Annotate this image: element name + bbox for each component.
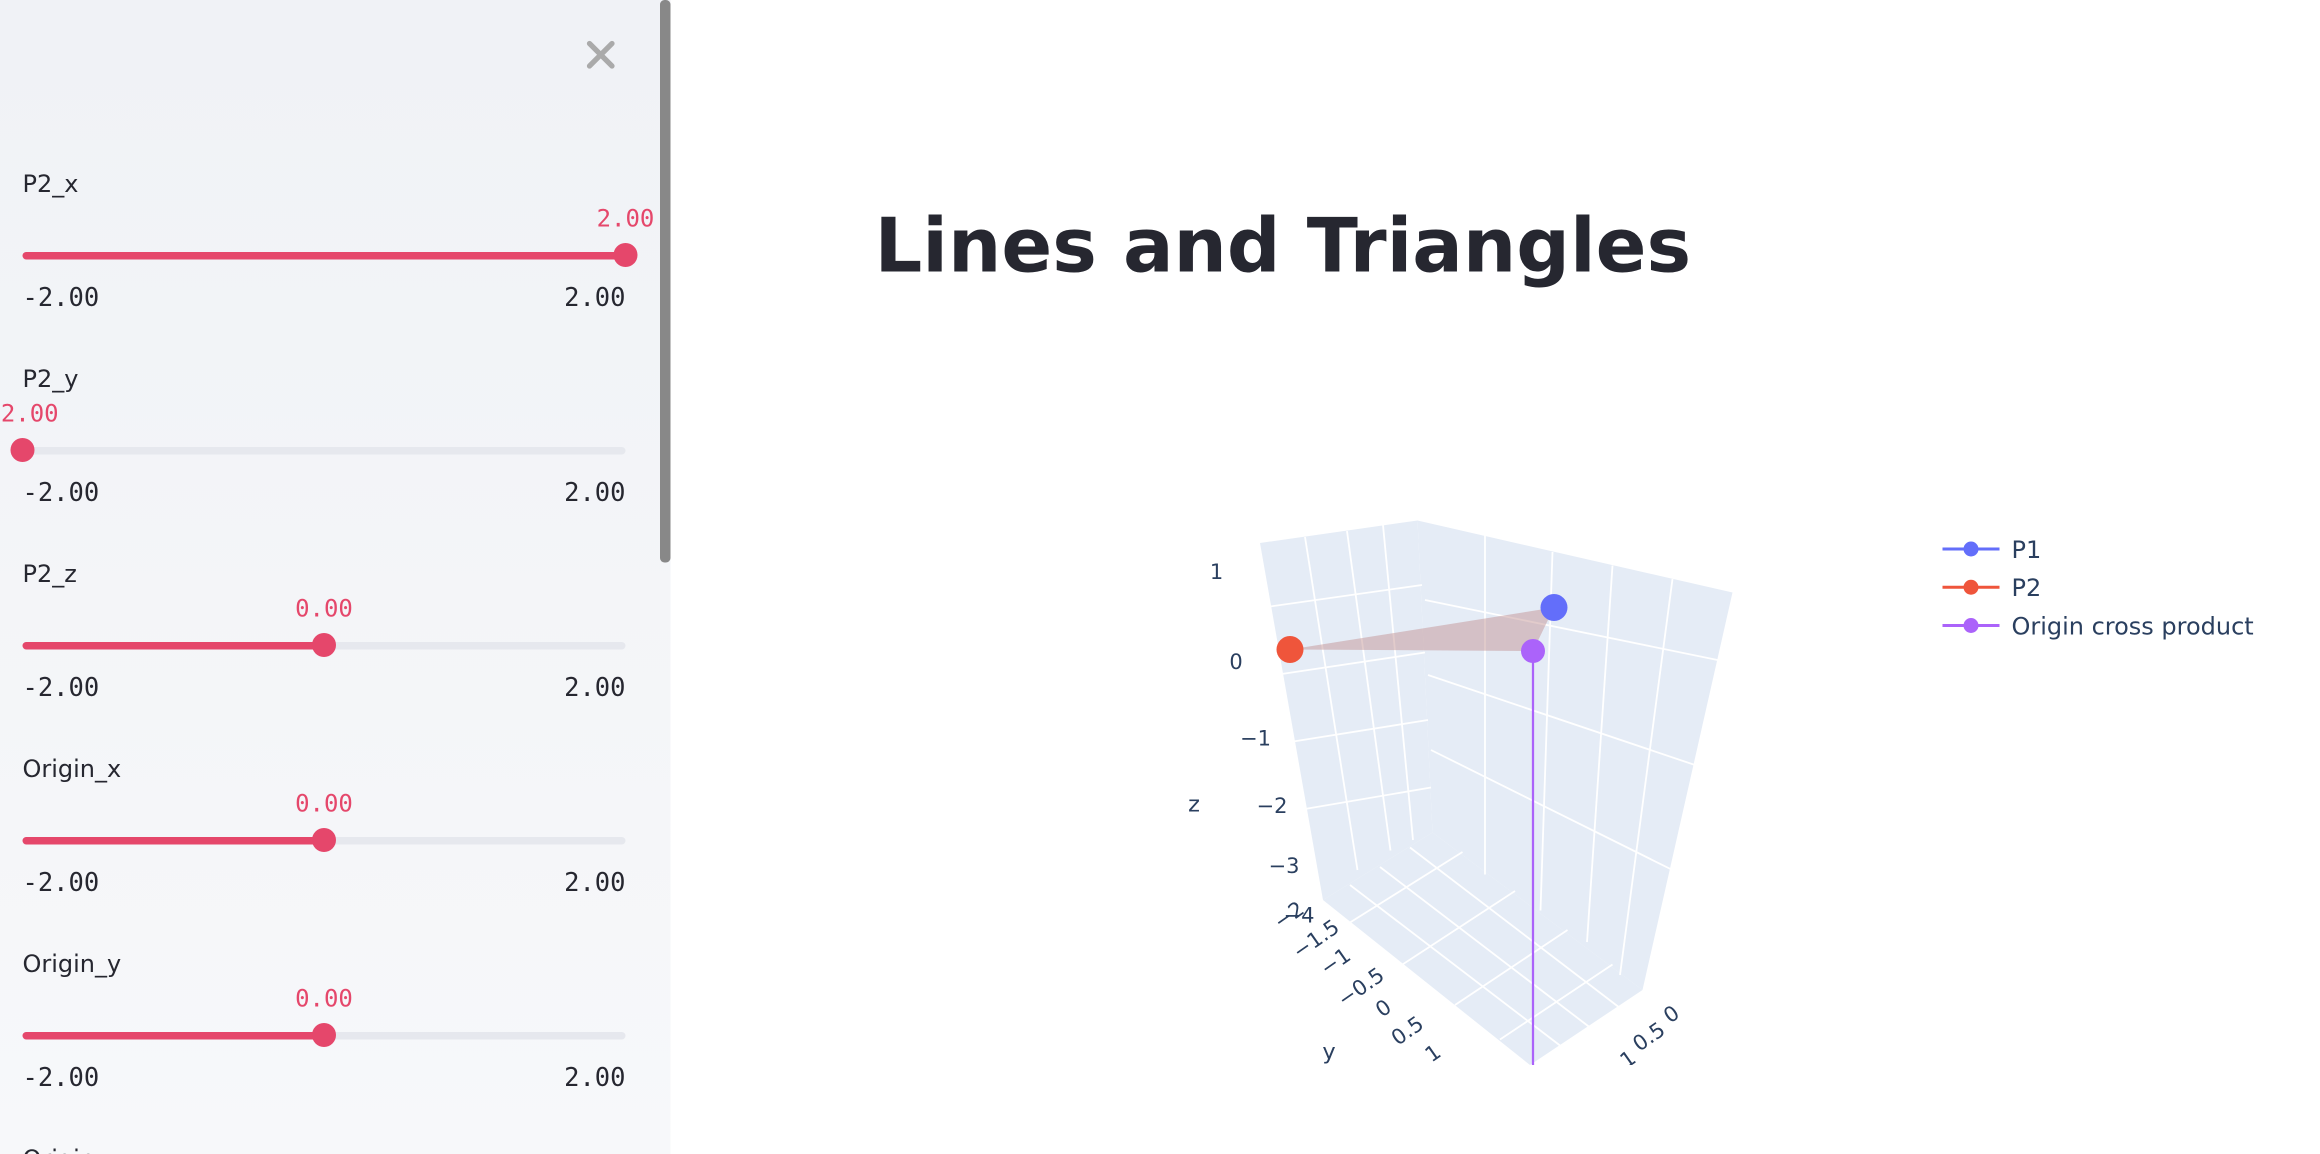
slider-thumb[interactable] xyxy=(311,828,336,853)
wall xyxy=(1259,520,1433,901)
scrollbar[interactable] xyxy=(659,0,671,563)
x-tick-label: 1 xyxy=(1616,1046,1641,1073)
slider-label: Origin_z xyxy=(22,1145,119,1154)
z-tick-label: −1 xyxy=(1240,727,1271,751)
legend-marker xyxy=(1963,618,1979,634)
slider-max: 2.00 xyxy=(564,283,625,313)
legend-item[interactable]: P1 xyxy=(1942,536,2041,564)
slider-fill xyxy=(22,642,324,650)
slider-label: Origin_x xyxy=(22,755,121,783)
wall xyxy=(1417,520,1733,991)
legend: P1 P2 Origin cross product xyxy=(1942,536,2254,641)
legend-label: P1 xyxy=(2011,536,2041,564)
slider-thumb[interactable] xyxy=(613,243,638,268)
z-tick-label: −3 xyxy=(1269,854,1300,878)
legend-label: Origin cross product xyxy=(2011,613,2253,641)
slider-fill xyxy=(22,252,626,260)
z-axis-title: z xyxy=(1188,792,1200,818)
sidebar xyxy=(0,0,671,1154)
point-origin[interactable] xyxy=(1520,639,1545,664)
triangle xyxy=(1289,607,1554,652)
slider-value: 2.00 xyxy=(597,205,655,233)
slider-min: -2.00 xyxy=(22,673,99,703)
z-tick-label: −4 xyxy=(1284,904,1315,928)
page-title: Lines and Triangles xyxy=(874,202,1691,290)
slider-value: 0.00 xyxy=(295,790,353,818)
slider-fill xyxy=(22,837,324,845)
sidebar-content: P2_x 2.00 -2.00 2.00 P2_y -2.00 -2.00 2.00 P2_z 0… xyxy=(0,170,654,1154)
slider-min: -2.00 xyxy=(22,1063,99,1093)
slider-thumb[interactable] xyxy=(10,438,35,463)
y-axis-title: y xyxy=(1322,1039,1335,1065)
slider-value: 0.00 xyxy=(295,595,353,623)
legend-marker xyxy=(1963,541,1979,557)
slider-track xyxy=(22,447,626,455)
y-tick-label: −2 xyxy=(1269,897,1308,934)
legend-label: P2 xyxy=(2011,574,2041,602)
slider-max: 2.00 xyxy=(564,868,625,898)
grid xyxy=(1262,524,1718,1047)
y-tick-label: 0 xyxy=(1371,995,1396,1022)
point-p2[interactable] xyxy=(1276,636,1304,664)
slider-max: 2.00 xyxy=(564,1063,625,1093)
slider-min: -2.00 xyxy=(22,478,99,508)
legend-item[interactable]: Origin cross product xyxy=(1942,613,2254,641)
close-button[interactable] xyxy=(586,40,615,69)
slider-value: 0.00 xyxy=(295,985,353,1013)
z-tick-label: 1 xyxy=(1210,560,1223,584)
legend-marker xyxy=(1963,579,1979,595)
slider-fill xyxy=(22,1032,324,1040)
slider-min: -2.00 xyxy=(22,283,99,313)
slider-label: P2_z xyxy=(22,560,76,588)
slider-label: Origin_y xyxy=(22,950,121,978)
legend-item[interactable]: P2 xyxy=(1942,574,2041,602)
slider-label: P2_y xyxy=(22,365,78,393)
slider-max: 2.00 xyxy=(564,673,625,703)
x-tick-label: 0 xyxy=(1659,1001,1684,1028)
slider-thumb[interactable] xyxy=(311,1023,336,1048)
slider-label: P2_x xyxy=(22,170,78,198)
z-tick-label: 0 xyxy=(1229,650,1242,674)
x-tick-label: 0.5 xyxy=(1628,1017,1669,1056)
slider-thumb[interactable] xyxy=(311,633,336,658)
z-tick-label: −2 xyxy=(1257,794,1288,818)
y-tick-label: 0.5 xyxy=(1387,1011,1428,1050)
slider-value: -2.00 xyxy=(0,400,59,428)
slider-min: -2.00 xyxy=(22,868,99,898)
y-tick-label: 1 xyxy=(1421,1040,1446,1067)
slider-max: 2.00 xyxy=(564,478,625,508)
point-p1[interactable] xyxy=(1540,594,1568,622)
